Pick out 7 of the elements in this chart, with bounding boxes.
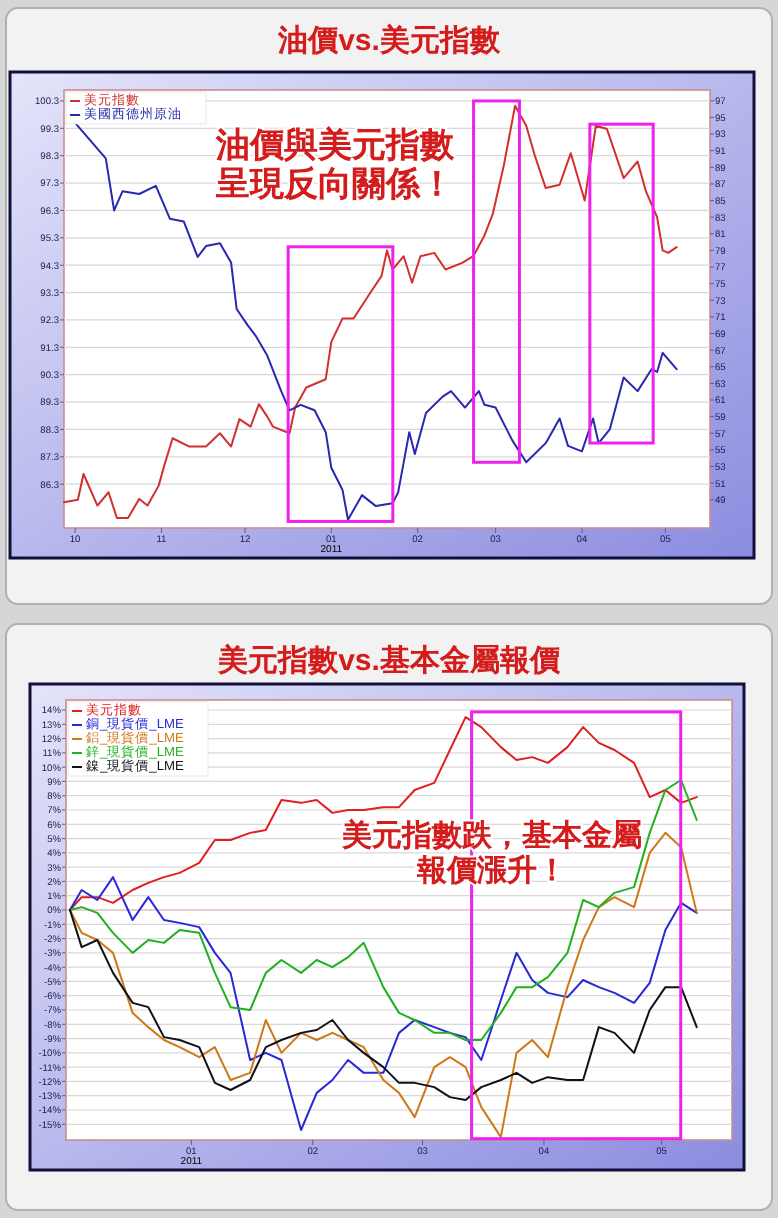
line-series — [68, 716, 698, 911]
line-series — [68, 779, 698, 1041]
annotation: 油價與美元指數 — [214, 125, 457, 164]
annotation: 呈現反向關係！ — [214, 164, 455, 203]
chart-title: 美元指數vs.基本金屬報價 — [216, 642, 562, 678]
chart-title: 油價vs.美元指數 — [276, 22, 502, 58]
line-series — [68, 909, 698, 1101]
